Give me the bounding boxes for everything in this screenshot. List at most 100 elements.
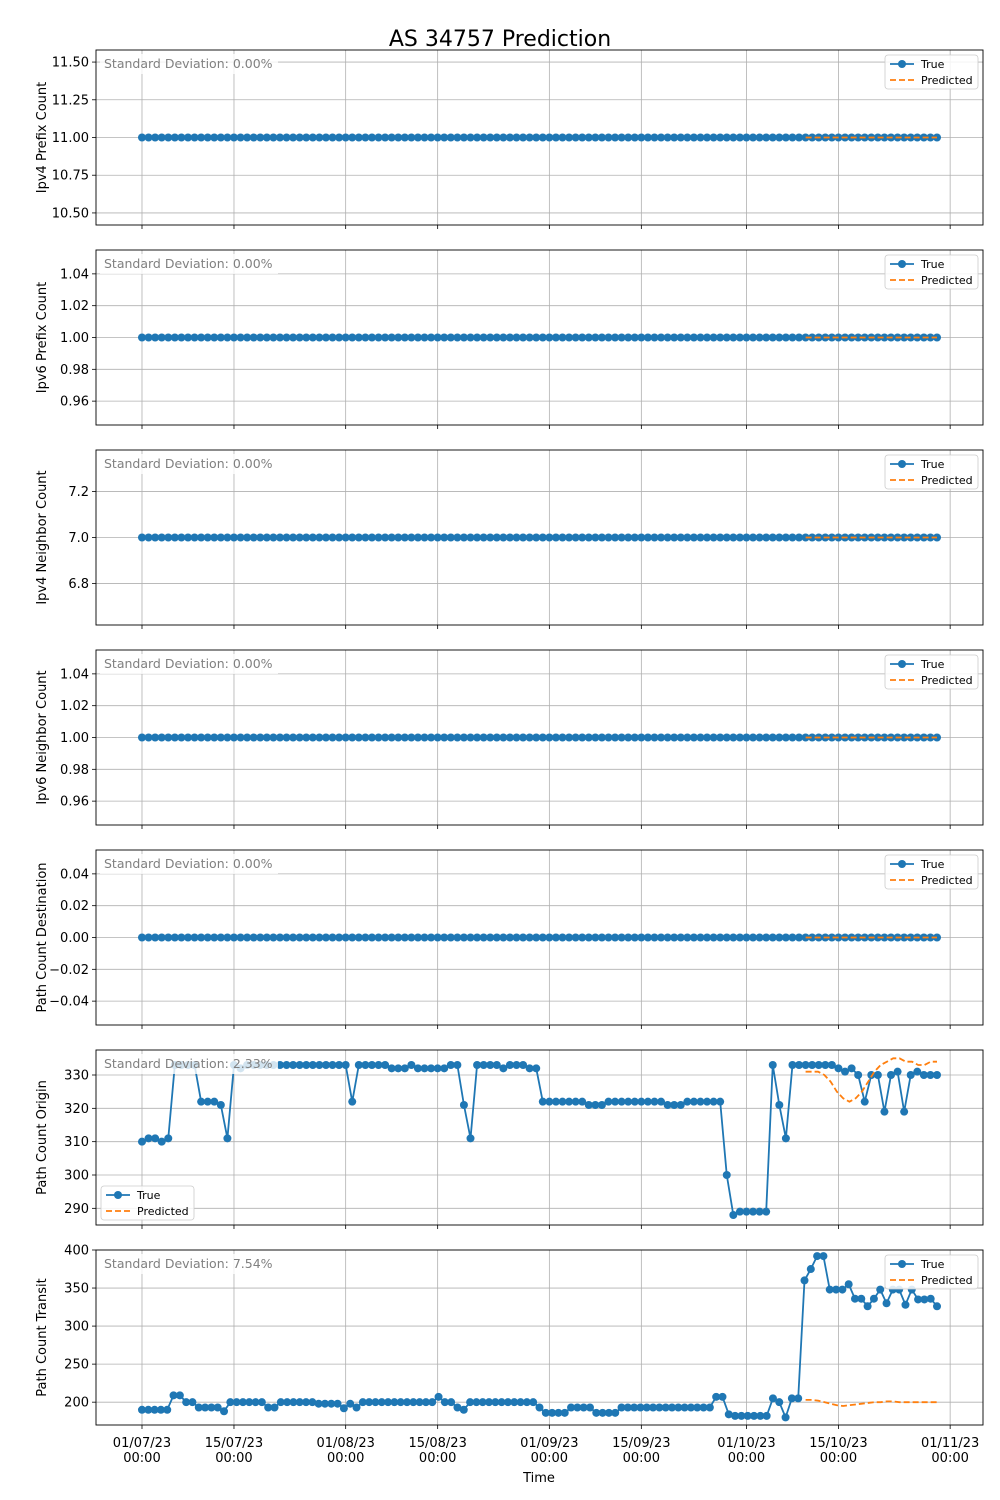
true-data-point bbox=[144, 533, 153, 542]
true-data-point bbox=[731, 1411, 740, 1420]
true-data-point bbox=[565, 733, 574, 742]
true-data-point bbox=[473, 1061, 482, 1069]
std-deviation-annotation: Standard Deviation: 0.00% bbox=[104, 456, 273, 471]
true-data-point bbox=[617, 733, 626, 742]
y-tick-label: 300 bbox=[64, 1169, 89, 1184]
true-data-point bbox=[663, 133, 672, 142]
true-data-point bbox=[492, 1061, 501, 1069]
true-data-point bbox=[722, 933, 731, 942]
true-data-point bbox=[367, 1061, 376, 1069]
true-data-point bbox=[775, 133, 784, 142]
true-data-point bbox=[795, 333, 804, 342]
true-data-point bbox=[551, 333, 560, 342]
true-data-point bbox=[453, 533, 462, 542]
true-data-point bbox=[177, 533, 186, 542]
true-data-point bbox=[156, 1405, 165, 1414]
true-data-point bbox=[243, 133, 252, 142]
true-data-point bbox=[144, 133, 153, 142]
true-data-point bbox=[630, 733, 639, 742]
true-data-point bbox=[289, 733, 298, 742]
true-data-point bbox=[400, 733, 409, 742]
legend: True Predicted bbox=[884, 1254, 979, 1290]
true-data-point bbox=[558, 1097, 567, 1106]
true-data-point bbox=[597, 133, 606, 142]
true-data-point bbox=[413, 133, 422, 142]
subplot-7: 200 250 300 350 400 Path Count Transit Standar… bbox=[35, 1244, 984, 1429]
true-data-point bbox=[249, 333, 258, 342]
true-data-point bbox=[479, 1061, 488, 1069]
true-data-point bbox=[177, 133, 186, 142]
true-data-point bbox=[722, 533, 731, 542]
true-data-point bbox=[538, 133, 547, 142]
true-data-point bbox=[321, 133, 330, 142]
true-data-point bbox=[512, 933, 521, 942]
true-data-point bbox=[906, 133, 915, 142]
true-data-point bbox=[584, 1101, 593, 1109]
true-data-point bbox=[750, 1411, 759, 1420]
true-data-point bbox=[315, 733, 324, 742]
true-data-point bbox=[650, 733, 659, 742]
true-data-point bbox=[223, 1134, 232, 1143]
true-data-point bbox=[749, 1207, 758, 1216]
true-data-point bbox=[243, 733, 252, 742]
true-data-point bbox=[144, 333, 153, 342]
true-data-point bbox=[880, 133, 889, 142]
true-data-point bbox=[591, 533, 600, 542]
true-data-point bbox=[328, 333, 337, 342]
y-tick-label: 1.02 bbox=[60, 699, 89, 714]
true-data-point bbox=[696, 133, 705, 142]
true-data-point bbox=[873, 1071, 882, 1079]
true-data-point bbox=[735, 933, 744, 942]
true-data-point bbox=[387, 1064, 396, 1073]
true-data-point bbox=[554, 1408, 563, 1417]
true-data-point bbox=[295, 1061, 304, 1069]
true-data-point bbox=[863, 1302, 872, 1311]
true-data-point bbox=[361, 733, 370, 742]
true-data-point bbox=[361, 533, 370, 542]
true-data-point bbox=[722, 333, 731, 342]
y-axis-label: Ipv6 Neighbor Count bbox=[35, 670, 50, 804]
true-data-point bbox=[243, 933, 252, 942]
true-data-point bbox=[551, 933, 560, 942]
true-data-point bbox=[716, 1097, 725, 1106]
true-data-point bbox=[762, 733, 771, 742]
true-data-point bbox=[926, 133, 935, 142]
true-data-point bbox=[137, 533, 146, 542]
true-data-point bbox=[795, 133, 804, 142]
true-data-point bbox=[827, 533, 836, 542]
true-data-point bbox=[755, 1207, 764, 1216]
axes-frame bbox=[95, 849, 984, 1026]
true-data-point bbox=[683, 733, 692, 742]
true-data-point bbox=[374, 733, 383, 742]
true-data-point bbox=[367, 933, 376, 942]
true-data-point bbox=[560, 1408, 569, 1417]
true-data-point bbox=[367, 733, 376, 742]
true-data-point bbox=[492, 933, 501, 942]
true-data-point bbox=[821, 1061, 830, 1069]
true-data-point bbox=[177, 333, 186, 342]
true-data-point bbox=[538, 1097, 547, 1106]
true-data-point bbox=[238, 1398, 247, 1407]
legend: True Predicted bbox=[884, 454, 979, 490]
true-data-point bbox=[696, 733, 705, 742]
plot-area bbox=[137, 133, 942, 142]
true-data-point bbox=[289, 933, 298, 942]
true-data-point bbox=[854, 533, 863, 542]
true-data-point bbox=[151, 933, 160, 942]
y-tick-label: −0.02 bbox=[49, 963, 89, 978]
true-data-point bbox=[781, 133, 790, 142]
true-data-point bbox=[466, 1134, 475, 1143]
true-data-point bbox=[854, 933, 863, 942]
true-data-point bbox=[551, 733, 560, 742]
true-data-point bbox=[381, 333, 390, 342]
y-tick-label: 0.98 bbox=[60, 763, 89, 778]
true-data-point bbox=[387, 333, 396, 342]
true-data-point bbox=[795, 933, 804, 942]
true-data-point bbox=[446, 733, 455, 742]
true-data-point bbox=[571, 133, 580, 142]
true-data-point bbox=[505, 533, 514, 542]
true-data-point bbox=[486, 333, 495, 342]
true-data-point bbox=[762, 133, 771, 142]
true-data-point bbox=[926, 1071, 935, 1079]
true-data-point bbox=[177, 933, 186, 942]
